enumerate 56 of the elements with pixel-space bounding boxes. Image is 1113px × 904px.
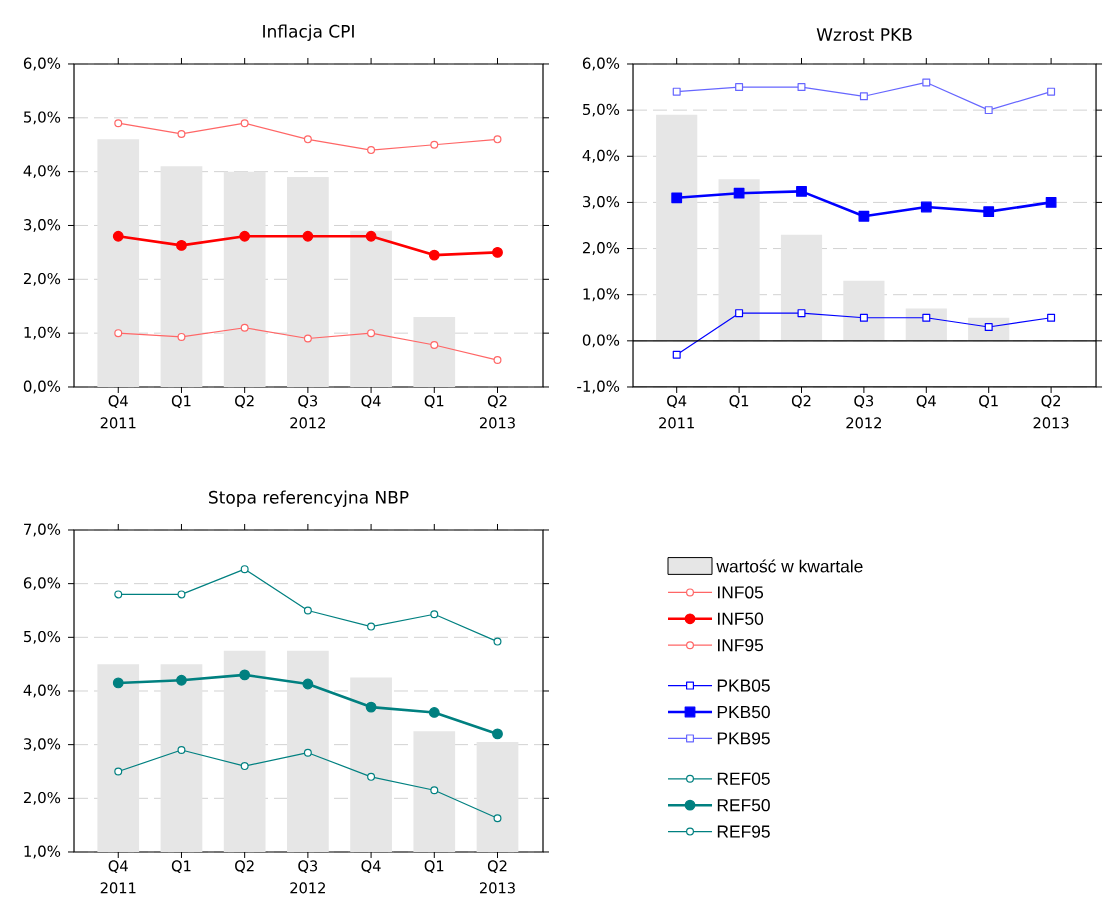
legend-label: INF05 <box>718 586 764 599</box>
legend-label: REF05 <box>717 772 770 785</box>
x-tick-label: Q3 2012 <box>290 860 325 894</box>
y-tick-label: 0,0% <box>582 334 620 348</box>
x-tick-label: Q1 <box>171 860 191 874</box>
legend-label: REF50 <box>717 799 770 812</box>
x-tick-label: Q1 <box>729 395 749 409</box>
y-tick-label: 4,0% <box>582 149 620 163</box>
x-tick-label: Q4 <box>916 395 936 409</box>
x-tick-label: Q4 <box>361 860 381 874</box>
chart-title: Inflacja CPI <box>263 24 354 41</box>
y-tick-label: 5,0% <box>583 103 620 117</box>
x-tick-label: Q2 2013 <box>1033 395 1069 429</box>
legend-label: PKB50 <box>717 705 770 719</box>
y-tick-label: 2,0% <box>23 791 61 805</box>
y-tick-label: 1,0% <box>583 288 620 302</box>
y-tick-label: 4,0% <box>23 165 61 179</box>
legend-label: PKB05 <box>717 679 770 692</box>
y-tick-label: 5,0% <box>24 111 61 125</box>
y-tick-label: 2,0% <box>582 242 620 255</box>
y-tick-label: 2,0% <box>23 272 61 286</box>
x-tick-label: Q4 2011 <box>659 395 694 429</box>
x-tick-label: Q2 <box>235 395 254 409</box>
x-tick-label: Q3 2012 <box>290 395 325 429</box>
x-tick-label: Q2 2013 <box>479 395 515 429</box>
legend-label: wartość w kwartale <box>716 559 863 573</box>
y-tick-label: 7,0% <box>24 523 61 537</box>
y-tick-label: 6,0% <box>23 57 61 71</box>
y-tick-label: 1,0% <box>24 326 61 340</box>
x-tick-label: Q2 2013 <box>479 860 515 894</box>
y-tick-label: 6,0% <box>23 577 61 591</box>
y-tick-label: 3,0% <box>583 195 620 209</box>
x-tick-label: Q2 <box>235 860 254 874</box>
y-tick-label: -1,0% <box>577 380 620 394</box>
chart-title: Stopa referencyjna NBP <box>209 490 409 507</box>
legend-label: INF50 <box>718 612 764 625</box>
legend-label: PKB95 <box>717 732 770 745</box>
x-tick-label: Q4 <box>361 395 381 409</box>
x-tick-label: Q4 2011 <box>100 860 136 894</box>
x-tick-label: Q1 <box>424 860 444 874</box>
x-tick-label: Q2 <box>791 395 811 409</box>
y-tick-label: 4,0% <box>23 684 61 698</box>
y-tick-label: 0,0% <box>23 380 61 394</box>
legend-label: INF95 <box>718 639 764 652</box>
y-tick-label: 6,0% <box>582 57 620 71</box>
x-tick-label: Q3 2012 <box>846 395 881 429</box>
legend-label: REF95 <box>717 825 770 838</box>
y-tick-label: 3,0% <box>24 738 61 752</box>
x-tick-label: Q1 <box>979 395 998 409</box>
x-tick-label: Q1 <box>424 395 444 409</box>
y-tick-label: 1,0% <box>24 845 61 859</box>
y-tick-label: 5,0% <box>24 630 61 644</box>
x-tick-label: Q4 2011 <box>100 395 136 429</box>
x-tick-label: Q1 <box>171 395 191 409</box>
chart-title: Wzrost PKB <box>816 28 912 41</box>
y-tick-label: 3,0% <box>24 219 61 232</box>
